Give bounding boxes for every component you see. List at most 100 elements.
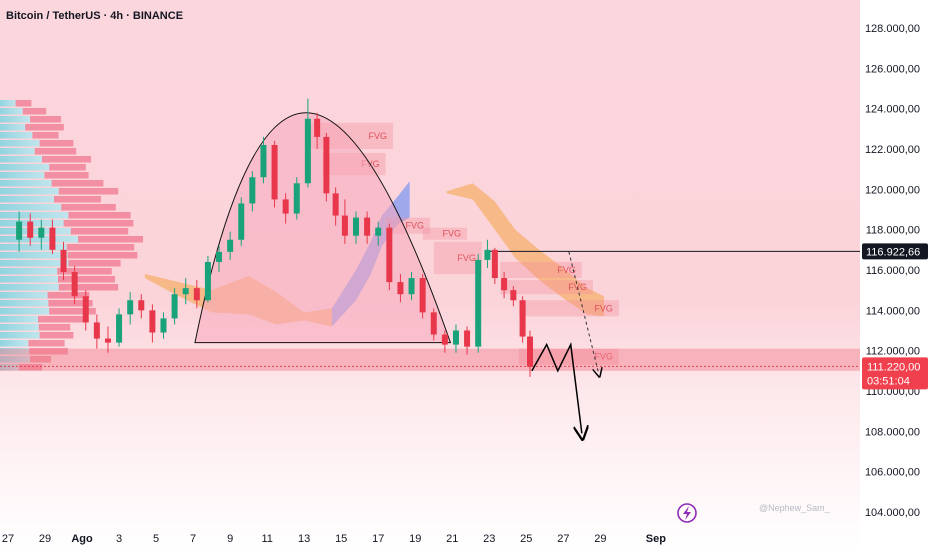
time-tick-label: 21 [446, 533, 458, 545]
fvg-label: FVG [457, 253, 476, 263]
volume-bar-buy [0, 292, 48, 299]
candle-body [501, 278, 508, 291]
candle-body [38, 227, 45, 238]
time-tick-label: Ago [71, 533, 93, 545]
volume-bar-sell [49, 308, 96, 315]
volume-bar-sell [70, 228, 129, 235]
price-tick-label: 114.000,00 [866, 305, 920, 317]
candle-body [71, 272, 78, 297]
fvg-label: FVG [557, 265, 576, 275]
candle-body [353, 217, 360, 236]
time-tick-label: 23 [483, 533, 495, 545]
volume-bar-buy [0, 268, 58, 275]
volume-bar-sell [39, 332, 74, 339]
volume-bar-sell [25, 124, 64, 131]
resistance-price-label: 116.922,66 [866, 246, 920, 258]
candle-body [127, 300, 134, 315]
time-tick-label: 25 [520, 533, 532, 545]
fvg-label: FVG [594, 303, 613, 313]
fvg-label: FVG [406, 221, 425, 231]
countdown-label: 03:51:04 [867, 375, 910, 387]
price-tick-label: 112.000,00 [866, 346, 920, 358]
watermark-logo [677, 503, 697, 523]
price-tick-label: 118.000,00 [866, 225, 920, 237]
candle-body [314, 118, 321, 137]
candle-body [204, 261, 211, 301]
volume-bar-sell [18, 364, 43, 371]
price-tick-label: 124.000,00 [865, 104, 920, 116]
volume-bar-buy [0, 196, 54, 203]
volume-bar-sell [29, 348, 68, 355]
time-tick-label: 13 [298, 533, 310, 545]
candle-body [475, 259, 482, 347]
volume-bar-buy [0, 260, 69, 267]
volume-bar-buy [0, 324, 39, 331]
volume-bar-sell [42, 156, 91, 163]
price-tick-label: 122.000,00 [865, 144, 920, 156]
fvg-zone [500, 261, 582, 279]
volume-bar-sell [78, 236, 143, 243]
last-price-tag: 111.220,00 03:51:04 [862, 357, 928, 390]
volume-bar-sell [49, 164, 86, 171]
volume-bar-buy [0, 276, 58, 283]
volume-bar-buy [0, 148, 35, 155]
candle-body [271, 144, 278, 200]
fvg-label: FVG [443, 229, 462, 239]
volume-bar-buy [0, 124, 26, 131]
candle-body [227, 239, 234, 252]
candle-body [171, 294, 178, 319]
candle-body [27, 221, 34, 238]
volume-bar-buy [0, 228, 71, 235]
volume-bar-sell [38, 316, 87, 323]
candle-body [397, 282, 404, 295]
candle-body [138, 300, 145, 311]
time-tick-label: Sep [646, 533, 666, 545]
volume-bar-buy [0, 348, 30, 355]
volume-bar-sell [58, 276, 115, 283]
resistance-price-tag: 116.922,66 [862, 243, 928, 260]
candle-body [510, 290, 517, 301]
volume-bar-buy [0, 164, 50, 171]
volume-bar-sell [67, 252, 138, 259]
dashed-projection [568, 251, 599, 373]
volume-bar-sell [30, 116, 61, 123]
volume-bar-buy [0, 356, 30, 363]
candle-body [386, 227, 393, 283]
candlesticks [16, 98, 534, 377]
volume-bar-buy [0, 300, 49, 307]
time-tick-label: 27 [2, 533, 14, 545]
candle-body [527, 336, 534, 367]
bolt-icon [677, 503, 697, 523]
candle-body [149, 310, 156, 333]
candle-body [419, 278, 426, 313]
fvg-label: FVG [594, 352, 613, 362]
candle-body [282, 199, 289, 214]
volume-bar-sell [47, 292, 90, 299]
volume-bar-buy [0, 204, 62, 211]
support-zone [0, 348, 860, 371]
volume-bar-sell [63, 220, 134, 227]
volume-bar-sell [68, 260, 121, 267]
candle-body [193, 288, 200, 301]
price-axis[interactable]: 104.000,00106.000,00108.000,00110.000,00… [865, 23, 920, 519]
candle-body [93, 322, 100, 339]
candle-body [452, 330, 459, 345]
volume-bar-sell [34, 148, 77, 155]
volume-profile [0, 100, 143, 371]
time-tick-label: 29 [594, 533, 606, 545]
volume-bar-buy [0, 316, 38, 323]
time-tick-label: 5 [153, 533, 159, 545]
candle-body [160, 318, 167, 333]
plot-background [0, 0, 860, 550]
volume-bar-buy [0, 180, 52, 187]
candle-body [408, 278, 415, 295]
time-axis[interactable]: 27 29 Ago 3 5 7 9 11 13 15 17 19 21 23 25 27 29 Sep [2, 533, 666, 545]
volume-bar-sell [54, 196, 101, 203]
price-tick-label: 128.000,00 [865, 23, 920, 35]
volume-bar-buy [0, 156, 42, 163]
fvg-zone [518, 300, 619, 317]
candle-body [260, 144, 267, 178]
candle-body [341, 215, 348, 236]
